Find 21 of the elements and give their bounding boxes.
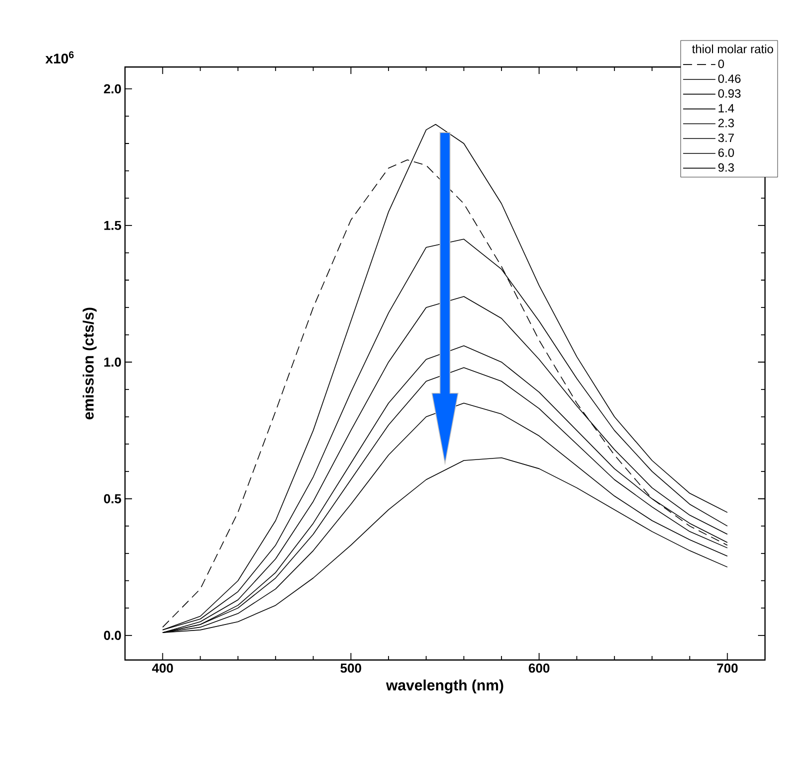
y-tick-label: 1.5 [104,220,122,230]
x-tick-label: 700 [717,664,738,673]
text: x10$^{6}$ [45,51,74,64]
y-tick-label: 2.0 [104,84,121,94]
legend-label: 3.7 [718,134,734,142]
legend-label: 0.46 [718,74,741,83]
x-tick-label: 400 [152,664,173,673]
y-tick-label: 1.0 [104,358,121,367]
legend-label: 6.0 [718,148,734,157]
legend-label: 2.3 [718,118,734,128]
x-tick-label: 600 [528,664,550,673]
legend-label: 0.93 [718,89,741,98]
legend-label: 1.4 [718,104,734,112]
y-tick-label: 0.0 [104,630,121,640]
x-tick-label: 500 [340,664,362,673]
legend-title: thiol molar ratio [692,44,774,54]
legend-label: 0 [718,60,724,68]
x-axis-title: wavelength (nm) [386,680,504,694]
y-tick-label: 0.5 [104,494,122,504]
y-axis-title: emission (cts/s) [82,308,97,420]
legend-label: 9.3 [718,163,734,172]
